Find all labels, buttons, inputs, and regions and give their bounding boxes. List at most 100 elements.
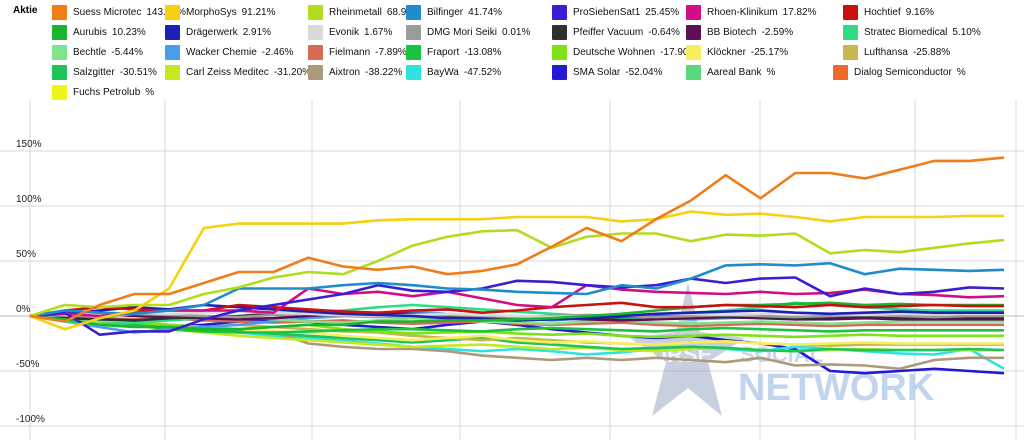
legend-item-morphosys[interactable]: MorphoSys 91.21% (165, 4, 276, 20)
legend-item-sma-solar[interactable]: SMA Solar -52.04% (552, 64, 663, 80)
legend-item-rheinmetall[interactable]: Rheinmetall 68.93% (308, 4, 421, 20)
series-line-rheinmetall[interactable] (29, 228, 1005, 318)
legend-series-value: 91.21% (241, 6, 276, 18)
legend-series-name: Rheinmetall (329, 6, 382, 18)
legend-series-name: BB Biotech (707, 26, 757, 38)
legend-swatch (552, 64, 567, 80)
legend-swatch (843, 44, 858, 60)
legend-item-dr-gerwerk[interactable]: Drägerwerk 2.91% (165, 24, 271, 40)
legend-series-value: -30.51% (119, 66, 157, 78)
y-tick-label: 150% (16, 139, 42, 150)
legend-series-value: -13.08% (464, 46, 502, 58)
legend-item-deutsche-wohnen[interactable]: Deutsche Wohnen -17.90% (552, 44, 697, 60)
legend-item-lufthansa[interactable]: Lufthansa -25.88% (843, 44, 950, 60)
legend-series-value: 0.01% (502, 26, 531, 38)
legend-series-name: Dialog Semiconductor (854, 66, 952, 78)
legend-series-name: Wacker Chemie (186, 46, 257, 58)
legend-series-value: 25.45% (645, 6, 680, 18)
legend-series-name: Fraport (427, 46, 460, 58)
legend-series-name: Aixtron (329, 66, 361, 78)
legend-series-value: % (956, 66, 966, 78)
watermark-word-1: BÖRSE (634, 342, 712, 367)
legend-series-name: Klöckner (707, 46, 746, 58)
legend-item-bechtle[interactable]: Bechtle -5.44% (52, 44, 143, 60)
legend-item-aareal-bank[interactable]: Aareal Bank% (686, 64, 775, 80)
legend-series-name: Bechtle (73, 46, 107, 58)
legend-swatch (843, 24, 858, 40)
legend-item-stratec-biomedical[interactable]: Stratec Biomedical 5.10% (843, 24, 981, 40)
legend-item-wacker-chemie[interactable]: Wacker Chemie -2.46% (165, 44, 293, 60)
legend-item-aixtron[interactable]: Aixtron -38.22% (308, 64, 402, 80)
legend-swatch (52, 4, 67, 20)
legend-title: Aktie (13, 5, 38, 16)
legend-series-value: -25.17% (750, 46, 789, 58)
legend-series-name: Drägerwerk (186, 26, 238, 38)
legend-swatch (308, 4, 323, 20)
legend-series-value: 41.74% (468, 6, 503, 18)
legend-series-name: Salzgitter (73, 66, 115, 78)
legend-series-value: 17.82% (782, 6, 817, 18)
series-line-morphosys[interactable] (29, 210, 1004, 331)
legend-item-bilfinger[interactable]: Bilfinger 41.74% (406, 4, 502, 20)
series-line-suess-microtec[interactable] (29, 156, 1005, 323)
legend-item-dmg-mori-seiki[interactable]: DMG Mori Seiki 0.01% (406, 24, 530, 40)
legend-series-value: -2.59% (761, 26, 794, 38)
legend-item-pfeiffer-vacuum[interactable]: Pfeiffer Vacuum -0.64% (552, 24, 680, 40)
legend-item-aurubis[interactable]: Aurubis 10.23% (52, 24, 146, 40)
legend-series-name: Suess Microtec (73, 6, 142, 18)
legend-series-name: ProSiebenSat1 (573, 6, 641, 18)
legend-series-name: Aareal Bank (707, 66, 762, 78)
series-line-fraport[interactable] (29, 314, 1004, 334)
legend-item-bb-biotech[interactable]: BB Biotech -2.59% (686, 24, 793, 40)
legend-item-kl-ckner[interactable]: Klöckner -25.17% (686, 44, 788, 60)
legend-series-value: -17.90% (660, 46, 698, 58)
legend-item-carl-zeiss-meditec[interactable]: Carl Zeiss Meditec -31.20% (165, 64, 311, 80)
legend-item-fielmann[interactable]: Fielmann -7.89% (308, 44, 407, 60)
legend-item-evonik[interactable]: Evonik 1.67% (308, 24, 392, 40)
legend-series-name: BayWa (427, 66, 459, 78)
legend-item-rhoen-klinikum[interactable]: Rhoen-Klinikum 17.82% (686, 4, 817, 20)
legend-series-name: Hochtief (864, 6, 901, 18)
y-tick-label: 0% (16, 304, 31, 315)
legend-item-baywa[interactable]: BayWa -47.52% (406, 64, 501, 80)
series-line-deutsche-wohnen[interactable] (29, 314, 1004, 339)
legend-series-value: -38.22% (365, 66, 403, 78)
legend-series-value: -2.46% (261, 46, 294, 58)
legend-series-value: -25.88% (912, 46, 951, 58)
legend-series-value: 10.23% (111, 26, 146, 38)
legend-swatch (552, 44, 567, 60)
legend-swatch (552, 4, 567, 20)
legend-item-hochtief[interactable]: Hochtief 9.16% (843, 4, 934, 20)
legend-swatch (308, 24, 323, 40)
legend-series-name: Evonik (329, 26, 360, 38)
legend-item-dialog-semiconductor[interactable]: Dialog Semiconductor% (833, 64, 966, 80)
legend-series-value: % (145, 86, 155, 98)
legend-swatch (308, 44, 323, 60)
legend-item-prosiebensat1[interactable]: ProSiebenSat1 25.45% (552, 4, 679, 20)
legend-series-value: 5.10% (952, 26, 981, 38)
series-line-aurubis[interactable] (29, 301, 1004, 331)
series-line-rhoen-klinikum[interactable] (29, 283, 1005, 318)
legend-swatch (52, 24, 67, 40)
legend-swatch (833, 64, 848, 80)
legend-series-value: -7.89% (375, 46, 407, 58)
legend-series-name: Carl Zeiss Meditec (186, 66, 269, 78)
chart-legend: Aktie Suess Microtec143.92%MorphoSys91.2… (0, 0, 1024, 100)
legend-item-fraport[interactable]: Fraport -13.08% (406, 44, 501, 60)
legend-series-value: -47.52% (463, 66, 502, 78)
legend-swatch (406, 44, 421, 60)
legend-swatch (165, 24, 180, 40)
series-line-bilfinger[interactable] (29, 261, 1005, 318)
y-tick-label: -50% (16, 359, 39, 370)
legend-swatch (52, 84, 67, 100)
series-line-prosiebensat1[interactable] (29, 276, 1005, 336)
legend-series-value: 2.91% (242, 26, 272, 38)
legend-series-value: 1.67% (364, 26, 393, 38)
legend-item-salzgitter[interactable]: Salzgitter -30.51% (52, 64, 157, 80)
legend-series-name: SMA Solar (573, 66, 621, 78)
legend-swatch (308, 64, 323, 80)
legend-series-name: Aurubis (73, 26, 107, 38)
legend-item-fuchs-petrolub[interactable]: Fuchs Petrolub% (52, 84, 154, 100)
legend-swatch (686, 44, 701, 60)
